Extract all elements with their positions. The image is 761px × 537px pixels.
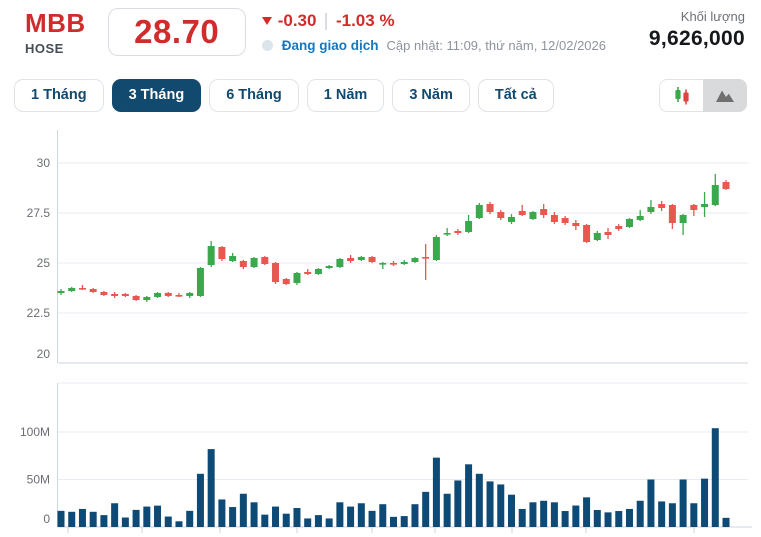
tab-3-nam[interactable]: 3 Năm (392, 79, 470, 113)
ticker-symbol: MBB (25, 8, 86, 38)
candlestick-chart-button[interactable] (659, 79, 703, 113)
tab-tat-ca[interactable]: Tất cả (477, 79, 554, 113)
svg-text:30: 30 (37, 156, 51, 170)
status-dot-icon (261, 40, 273, 51)
chart-type-toggle (659, 79, 747, 113)
area-chart-icon (716, 90, 734, 102)
price-change-percent: -1.03 % (335, 11, 395, 30)
candlestick-and-volume-svg: 30 27.5 25 22.5 20 100M 50M 0 (20, 130, 752, 533)
svg-text:20: 20 (37, 347, 51, 361)
volume-label: Khối lượng (680, 9, 745, 24)
tab-1-nam[interactable]: 1 Năm (306, 79, 385, 113)
area-chart-button[interactable] (703, 79, 747, 113)
svg-text:0: 0 (43, 512, 50, 526)
status-row: Đang giao dịch Cập nhật: 11:09, thứ năm,… (261, 38, 606, 53)
change-row: -0.30 -1.03 % (261, 11, 606, 31)
tab-1-thang[interactable]: 1 Tháng (14, 79, 104, 113)
exchange-label: HOSE (25, 41, 64, 57)
time-range-tabs: 1 Tháng 3 Tháng 6 Tháng 1 Năm 3 Năm Tất … (14, 79, 554, 113)
tab-3-thang[interactable]: 3 Tháng (111, 79, 202, 113)
tab-6-thang[interactable]: 6 Tháng (209, 79, 299, 113)
change-divider (325, 12, 327, 30)
trading-status: Đang giao dịch (281, 38, 379, 53)
stock-header: MBB HOSE 28.70 -0.30 -1.03 % Đang giao d… (0, 6, 761, 56)
change-block: -0.30 -1.03 % Đang giao dịch Cập nhật: 1… (261, 6, 606, 53)
toolbar: 1 Tháng 3 Tháng 6 Tháng 1 Năm 3 Năm Tất … (14, 79, 747, 113)
current-price: 28.70 (134, 13, 220, 50)
last-updated: Cập nhật: 11:09, thứ năm, 12/02/2026 (386, 38, 606, 53)
svg-text:27.5: 27.5 (27, 206, 51, 220)
svg-text:25: 25 (37, 256, 51, 270)
candlestick-icon (674, 86, 689, 105)
svg-text:100M: 100M (20, 425, 50, 439)
arrow-down-icon (261, 17, 272, 25)
volume-block: Khối lượng 9,626,000 (649, 6, 745, 51)
volume-value: 9,626,000 (648, 27, 745, 50)
svg-text:50M: 50M (27, 473, 50, 487)
svg-text:22.5: 22.5 (27, 306, 51, 320)
ticker-block: MBB HOSE (25, 6, 86, 56)
price-change: -0.30 (277, 11, 317, 30)
price-box: 28.70 (107, 8, 246, 56)
